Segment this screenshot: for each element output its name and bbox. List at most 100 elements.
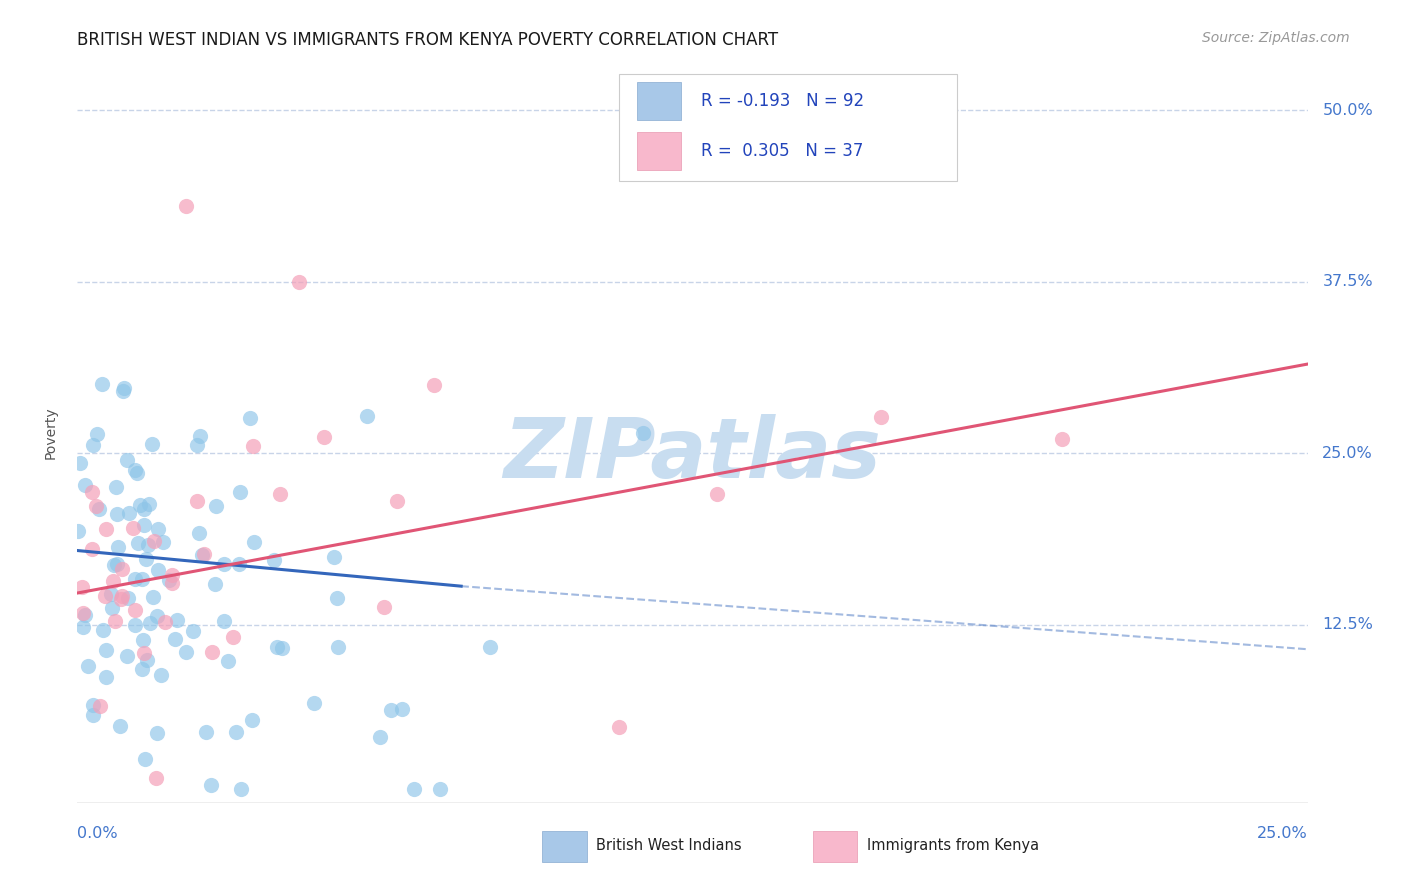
Text: 12.5%: 12.5% — [1323, 617, 1374, 632]
Point — [145, 771, 167, 785]
Point — [131, 633, 153, 648]
Point — [91, 376, 114, 391]
Text: R =  0.305   N = 37: R = 0.305 N = 37 — [702, 142, 863, 160]
Point — [127, 536, 149, 550]
Point — [479, 640, 502, 655]
Point — [135, 653, 157, 667]
Point — [131, 573, 153, 587]
Point — [322, 550, 344, 565]
Point — [76, 659, 98, 673]
Point — [136, 537, 159, 551]
Point — [1050, 433, 1073, 447]
Point — [103, 558, 125, 573]
Point — [146, 725, 169, 739]
Point — [87, 501, 110, 516]
Text: R = -0.193   N = 92: R = -0.193 N = 92 — [702, 92, 865, 110]
Point — [128, 499, 150, 513]
Point — [706, 487, 728, 501]
Text: 37.5%: 37.5% — [1323, 275, 1374, 289]
Point — [118, 506, 141, 520]
Point — [150, 668, 173, 682]
Point — [115, 452, 138, 467]
Text: 25.0%: 25.0% — [1323, 446, 1374, 460]
Point — [138, 497, 160, 511]
Point — [270, 641, 292, 656]
Point — [263, 552, 285, 566]
Point — [89, 698, 111, 713]
Point — [131, 662, 153, 676]
Point — [100, 587, 122, 601]
Point — [190, 548, 212, 562]
Point — [188, 525, 211, 540]
Point — [124, 618, 146, 632]
Point — [122, 521, 145, 535]
Point — [72, 580, 94, 594]
Point — [380, 703, 402, 717]
Point — [146, 522, 169, 536]
Point — [111, 590, 134, 604]
Point — [239, 411, 262, 425]
Point — [162, 568, 184, 582]
FancyBboxPatch shape — [637, 81, 682, 120]
Point — [139, 616, 162, 631]
Point — [69, 457, 91, 471]
Point — [80, 484, 103, 499]
Text: ZIPatlas: ZIPatlas — [503, 414, 882, 495]
Text: British West Indians: British West Indians — [596, 838, 742, 854]
FancyBboxPatch shape — [619, 73, 957, 181]
Point — [125, 466, 148, 480]
Point — [75, 608, 97, 623]
Point — [373, 599, 395, 614]
Point — [67, 524, 90, 538]
Point — [135, 551, 157, 566]
Point — [153, 615, 176, 629]
Point — [111, 384, 134, 398]
Point — [105, 557, 128, 571]
Point — [82, 708, 104, 723]
Point — [124, 572, 146, 586]
Text: BRITISH WEST INDIAN VS IMMIGRANTS FROM KENYA POVERTY CORRELATION CHART: BRITISH WEST INDIAN VS IMMIGRANTS FROM K… — [77, 31, 779, 49]
Point — [326, 640, 349, 654]
Point — [423, 377, 446, 392]
Point — [101, 600, 124, 615]
Point — [212, 614, 235, 628]
Point — [201, 645, 224, 659]
Point — [146, 609, 169, 624]
Point — [288, 275, 311, 289]
Point — [117, 648, 139, 663]
Point — [229, 485, 252, 500]
Text: Poverty: Poverty — [44, 407, 58, 458]
Point — [72, 606, 94, 620]
FancyBboxPatch shape — [637, 131, 682, 170]
Point — [370, 730, 392, 744]
Point — [231, 782, 253, 797]
Point — [205, 500, 228, 514]
Point — [429, 782, 451, 797]
Point — [356, 409, 378, 424]
Point — [82, 438, 104, 452]
Point — [266, 640, 288, 655]
Point — [91, 623, 114, 637]
Point — [80, 541, 103, 556]
Point — [302, 696, 325, 710]
Point — [174, 199, 197, 213]
Point — [82, 698, 104, 713]
Point — [73, 477, 96, 491]
Point — [269, 487, 291, 501]
Point — [186, 493, 208, 508]
Point — [186, 438, 208, 452]
Point — [101, 574, 124, 588]
Point — [134, 646, 156, 660]
Point — [225, 724, 247, 739]
Point — [124, 603, 146, 617]
Point — [391, 702, 413, 716]
Point — [105, 508, 128, 522]
Text: Immigrants from Kenya: Immigrants from Kenya — [868, 838, 1039, 854]
Point — [174, 645, 197, 659]
Point — [134, 518, 156, 533]
Point — [607, 720, 630, 734]
Point — [132, 501, 155, 516]
FancyBboxPatch shape — [543, 831, 586, 862]
Point — [217, 654, 239, 668]
Point — [94, 643, 117, 657]
